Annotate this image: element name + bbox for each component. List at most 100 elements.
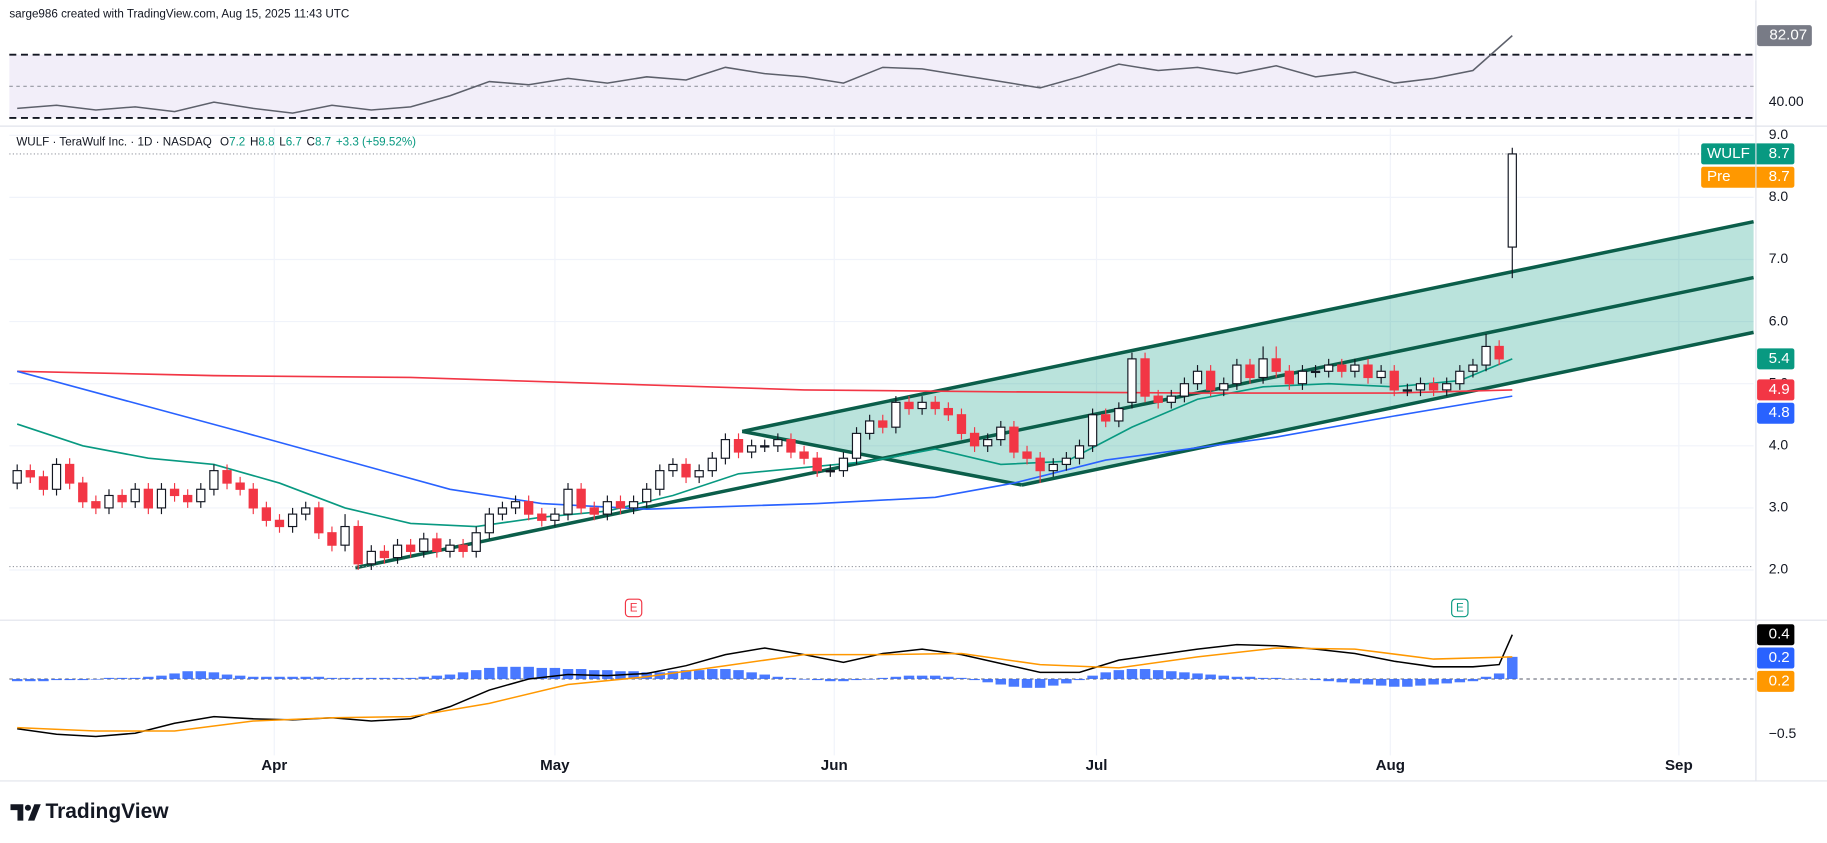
candle-body <box>825 470 835 473</box>
histogram-bar <box>825 678 836 682</box>
candle-body <box>458 544 468 552</box>
candle-body <box>733 439 744 453</box>
histogram-bar <box>261 676 272 679</box>
candle-body <box>1297 370 1308 385</box>
legend: WULF · TeraWulf Inc. · 1D · NASDAQ O7.2 H8… <box>16 136 416 149</box>
logo-shape <box>10 804 24 821</box>
histogram-bar <box>418 676 429 679</box>
legend-key: O <box>220 136 229 149</box>
histogram-bar <box>1074 678 1085 681</box>
candle-body <box>1258 358 1268 379</box>
candle-body <box>497 507 508 515</box>
candle-body <box>930 401 940 410</box>
histogram-bar <box>628 671 639 679</box>
price-tag-label: Pre <box>1707 168 1731 185</box>
histogram-bar <box>864 678 875 680</box>
candle-body <box>1350 364 1360 372</box>
candle-body <box>1114 407 1124 422</box>
candle-body <box>392 544 403 559</box>
histogram-bar <box>1441 678 1452 684</box>
y-tick-label: 9.0 <box>1769 126 1789 142</box>
candle-body <box>851 432 862 459</box>
candle-body <box>405 544 416 552</box>
price-tag-value: 8.7 <box>1769 145 1790 162</box>
moving-average <box>16 370 1513 510</box>
candle-body <box>117 494 127 503</box>
histogram-bar <box>1480 676 1492 679</box>
candle-body <box>1442 383 1452 391</box>
candle-body <box>996 426 1006 441</box>
x-tick-label: Sep <box>1665 757 1693 774</box>
y-tick-label: −0.5 <box>1769 725 1797 741</box>
candle-body <box>1166 395 1176 403</box>
y-tick-label: 8.0 <box>1769 188 1789 204</box>
histogram-bar <box>1061 678 1072 684</box>
candle-body <box>799 451 809 459</box>
candle-body <box>773 439 783 447</box>
histogram-bar <box>1493 673 1505 679</box>
histogram-bar <box>484 667 495 679</box>
brand: TradingView <box>45 800 169 823</box>
histogram-bar <box>969 678 980 681</box>
candle-body <box>904 401 914 410</box>
candle-body <box>1310 370 1321 374</box>
candle-body <box>419 538 429 552</box>
histogram-bar <box>352 677 364 679</box>
candle-body <box>51 463 62 490</box>
candle-body <box>25 470 35 478</box>
candle-body <box>1271 358 1281 372</box>
candle-body <box>209 470 219 490</box>
histogram-bar <box>982 678 993 683</box>
candle-body <box>484 513 494 534</box>
candle-body <box>1376 370 1386 379</box>
price-tag <box>1757 647 1795 669</box>
histogram-bar <box>77 678 89 681</box>
price-tag <box>1757 402 1795 424</box>
candle-body <box>64 463 75 484</box>
histogram-bar <box>523 666 534 679</box>
candle-body <box>1389 370 1399 391</box>
candle-body <box>301 507 311 515</box>
candle-body <box>196 488 206 503</box>
histogram-bar <box>1244 676 1256 679</box>
histogram-bar <box>129 677 141 679</box>
candle-body <box>628 501 639 509</box>
y-tick-label: 6.0 <box>1769 312 1789 328</box>
price-tag-value: 0.2 <box>1769 649 1790 666</box>
histogram-bar <box>916 675 928 679</box>
candle-body <box>655 470 665 490</box>
histogram-bar <box>1362 678 1374 685</box>
candle-body <box>1022 451 1032 459</box>
x-tick-label: May <box>540 757 570 774</box>
price-tag <box>1757 379 1795 401</box>
price-tag <box>1757 25 1812 47</box>
candle-body <box>576 488 586 509</box>
y-tick-label: 4.0 <box>1769 436 1789 452</box>
histogram-bar <box>405 677 416 679</box>
event-marker <box>1451 598 1469 618</box>
histogram-bar <box>549 667 561 679</box>
candle-body <box>1179 383 1190 397</box>
legend-key: C <box>307 136 315 149</box>
candle-body <box>615 501 626 509</box>
candle-body <box>379 550 390 559</box>
histogram-bar <box>143 676 154 679</box>
histogram-bar <box>1428 678 1439 685</box>
candle-body <box>143 488 153 509</box>
histogram-bar <box>470 670 482 679</box>
candle-body <box>274 519 285 528</box>
histogram-bar <box>1257 677 1269 679</box>
brand-logo <box>10 804 41 821</box>
candle-body <box>1192 370 1203 385</box>
histogram-bar <box>575 669 587 679</box>
candle-body <box>1048 463 1058 472</box>
candle-body <box>1153 395 1163 403</box>
legend-title: WULF · TeraWulf Inc. · 1D · NASDAQ <box>16 136 212 149</box>
histogram-bar <box>877 677 889 679</box>
candle-body <box>1363 364 1373 379</box>
price-tag <box>1757 348 1795 370</box>
histogram-bar <box>90 678 102 680</box>
histogram-bar <box>392 677 403 679</box>
histogram-bar <box>811 678 823 681</box>
